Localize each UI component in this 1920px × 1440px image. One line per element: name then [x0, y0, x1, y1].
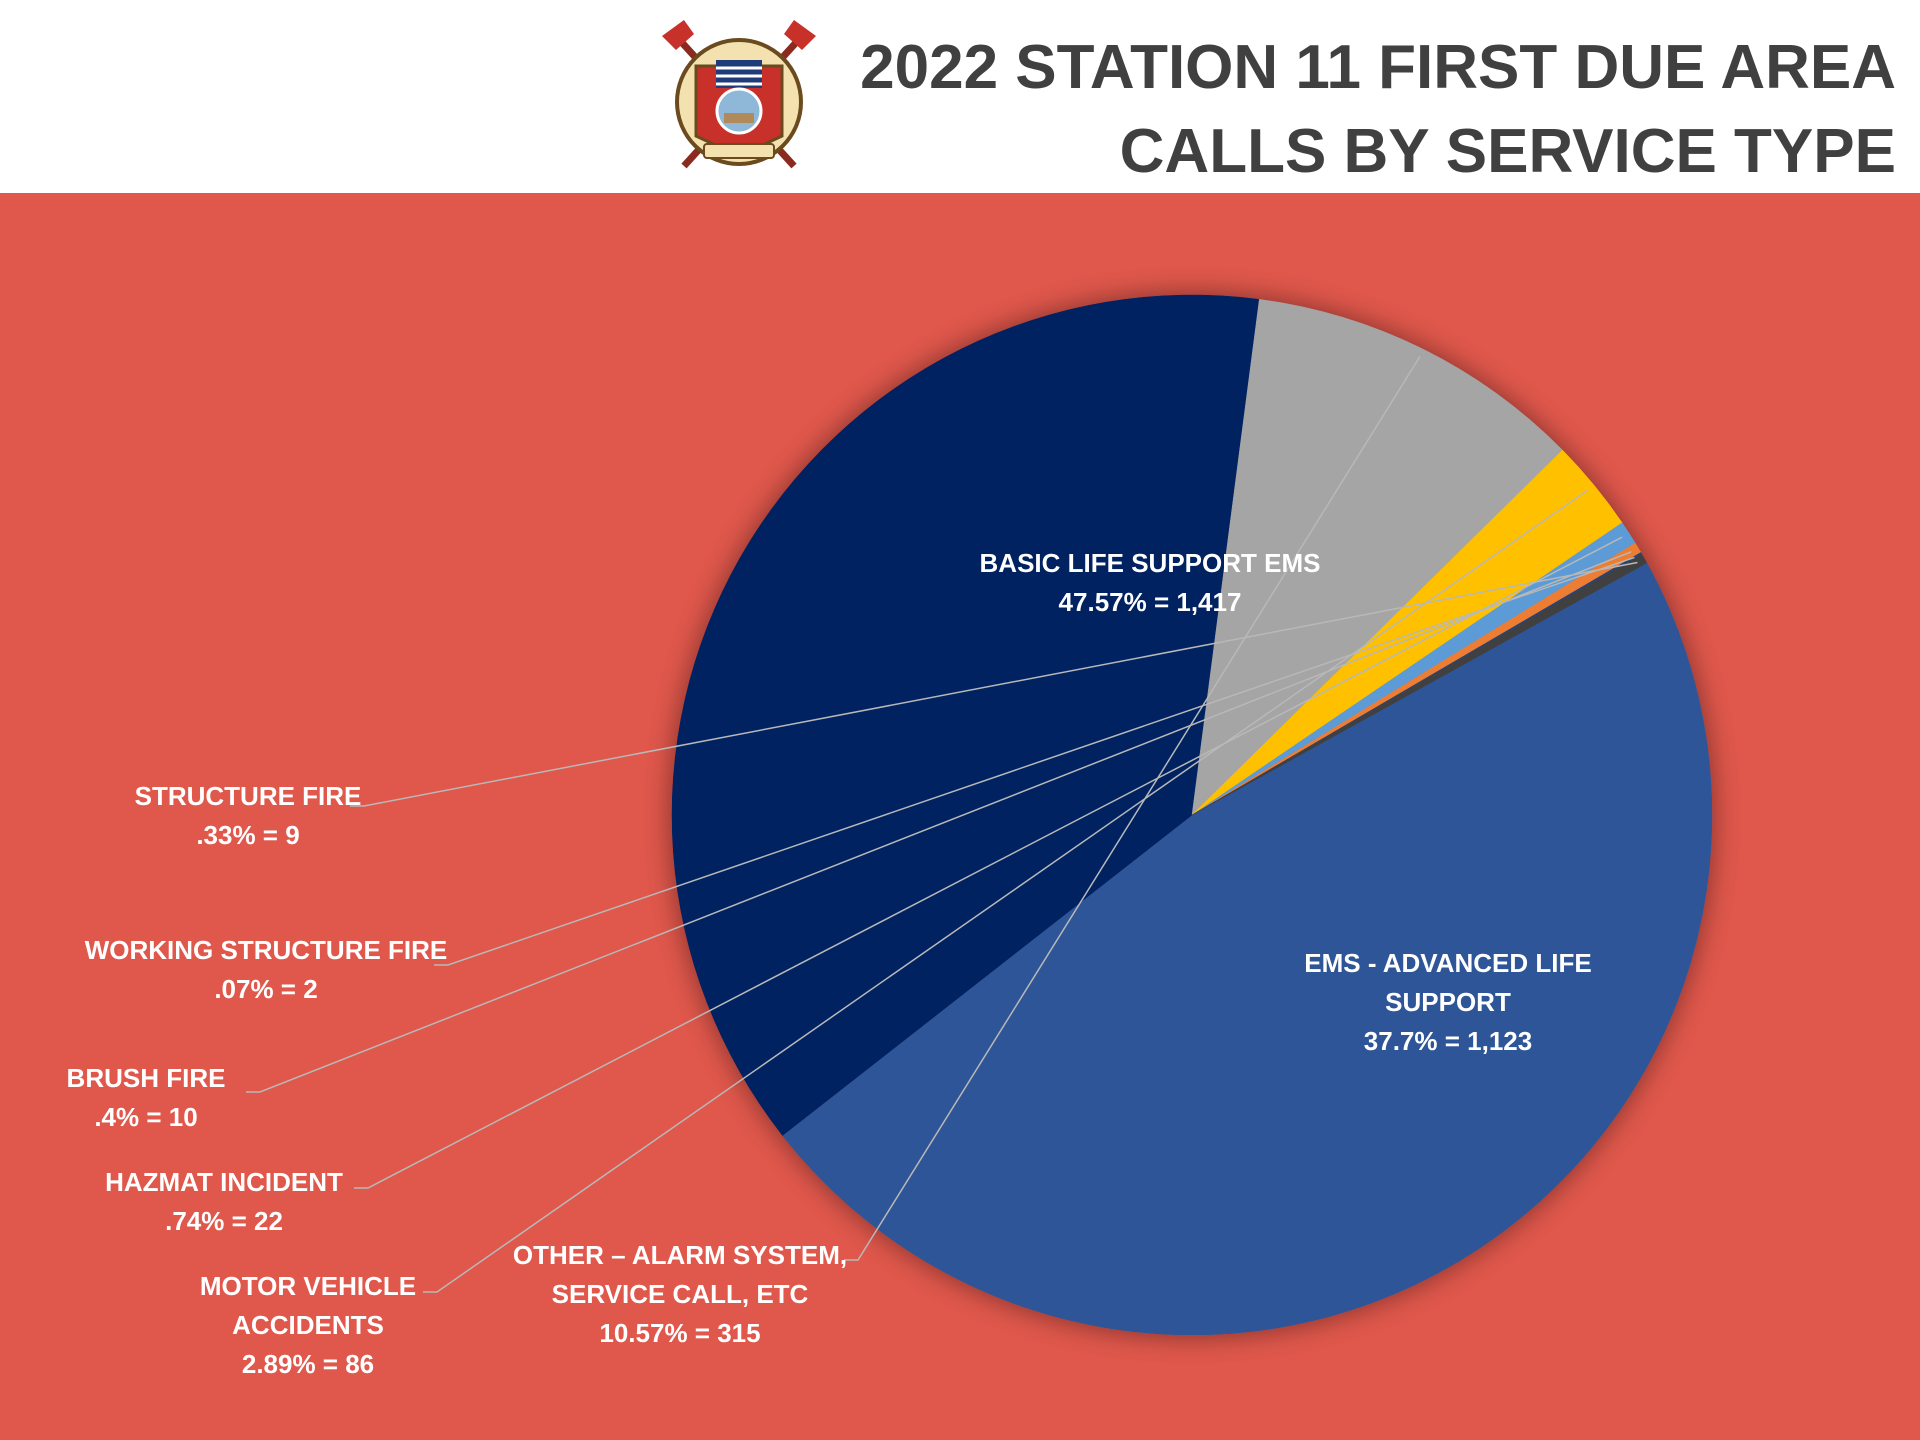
page-title: 2022 STATION 11 FIRST DUE AREA CALLS BY … — [860, 26, 1896, 194]
title-line-1: 2022 STATION 11 FIRST DUE AREA — [860, 33, 1896, 102]
leader-line — [423, 489, 1589, 1293]
leader-line — [350, 561, 1638, 807]
leader-line — [354, 536, 1623, 1189]
header-bar — [0, 0, 1920, 193]
pie-slice-structure-fire — [1191, 553, 1648, 816]
data-label: EMS - ADVANCED LIFE SUPPORT 37.7% = 1,123 — [1304, 948, 1591, 1056]
data-label: STRUCTURE FIRE .33% = 9 — [135, 781, 362, 850]
fire-department-logo — [662, 20, 816, 169]
leader-line — [434, 556, 1635, 966]
pie-slice-ems-advanced-life-support — [671, 294, 1260, 1136]
leader-line — [844, 356, 1421, 1261]
data-label: HAZMAT INCIDENT .74% = 22 — [105, 1167, 343, 1236]
leader-line — [246, 551, 1632, 1093]
data-label: MOTOR VEHICLE ACCIDENTS 2.89% = 86 — [200, 1271, 416, 1379]
pie-slice-other-alarm-system-service-call-etc — [1191, 299, 1563, 816]
data-label: WORKING STRUCTURE FIRE .07% = 2 — [85, 935, 448, 1004]
data-label: BASIC LIFE SUPPORT EMS 47.57% = 1,417 — [980, 548, 1321, 617]
title-line-2: CALLS BY SERVICE TYPE — [1119, 117, 1896, 186]
data-label: BRUSH FIRE .4% = 10 — [67, 1063, 226, 1132]
data-label: OTHER – ALARM SYSTEM, SERVICE CALL, ETC 10… — [513, 1240, 847, 1348]
pie-slice-basic-life-support-ems — [782, 562, 1713, 1336]
